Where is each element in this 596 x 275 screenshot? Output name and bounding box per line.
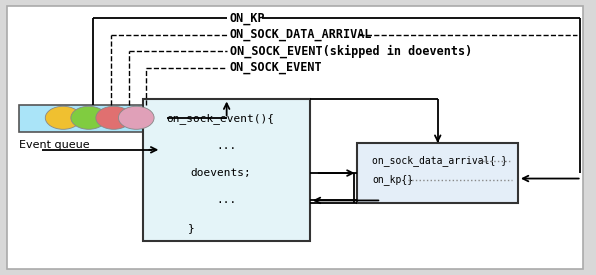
FancyBboxPatch shape bbox=[358, 143, 518, 203]
Ellipse shape bbox=[71, 106, 107, 129]
Text: Event queue: Event queue bbox=[18, 140, 89, 150]
Text: on_kp{}: on_kp{} bbox=[372, 174, 414, 185]
Text: on_sock_event(){: on_sock_event(){ bbox=[167, 113, 275, 124]
Text: doevents;: doevents; bbox=[190, 168, 251, 178]
Ellipse shape bbox=[96, 106, 132, 129]
FancyBboxPatch shape bbox=[18, 105, 167, 132]
Text: ...: ... bbox=[216, 141, 237, 151]
Ellipse shape bbox=[45, 106, 81, 129]
Text: ON_KP: ON_KP bbox=[229, 12, 265, 25]
Text: ON_SOCK_EVENT(skipped in doevents): ON_SOCK_EVENT(skipped in doevents) bbox=[229, 45, 472, 58]
Ellipse shape bbox=[119, 106, 154, 129]
Text: ON_SOCK_EVENT: ON_SOCK_EVENT bbox=[229, 61, 322, 74]
FancyBboxPatch shape bbox=[7, 6, 583, 269]
Text: on_sock_data_arrival{ }: on_sock_data_arrival{ } bbox=[372, 155, 507, 166]
Text: ON_SOCK_DATA_ARRIVAL: ON_SOCK_DATA_ARRIVAL bbox=[229, 28, 372, 42]
FancyBboxPatch shape bbox=[144, 99, 310, 241]
Text: }: } bbox=[188, 223, 194, 233]
Text: ...: ... bbox=[216, 196, 237, 205]
